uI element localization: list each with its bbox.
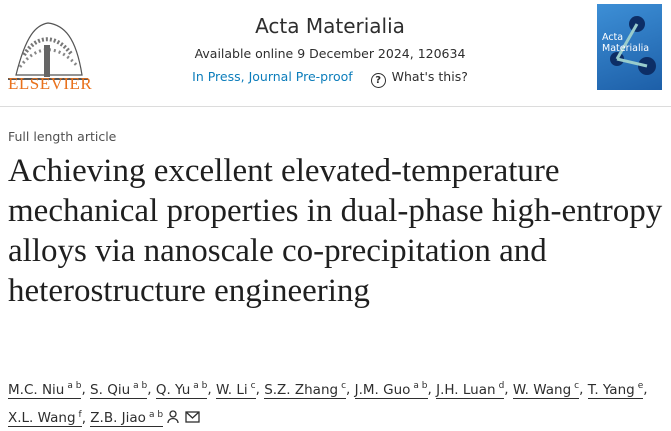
author: Q. Yu a b, [155, 381, 212, 399]
author: X.L. Wang f, [8, 409, 86, 427]
cover-art [610, 16, 656, 75]
availability: Available online 9 December 2024, 120634 [194, 46, 466, 61]
author-affiliation[interactable]: a b [133, 381, 148, 391]
author-name[interactable]: T. Yang e [587, 381, 644, 399]
author: J.M. Guo a b, [354, 381, 432, 399]
status-row: In Press, Journal Pre-proof ? What's this… [150, 69, 510, 88]
author-affiliation[interactable]: a b [148, 409, 164, 420]
author: M.C. Niu a b, [8, 381, 86, 399]
status-link[interactable]: In Press, Journal Pre-proof [192, 69, 353, 84]
author-name[interactable]: M.C. Niu a b [8, 381, 82, 399]
author: S.Z. Zhang c, [264, 381, 351, 399]
cover-title: Acta Materialia [602, 32, 650, 54]
author-name[interactable]: S.Z. Zhang c [264, 381, 347, 399]
author-name[interactable]: J.M. Guo a b [354, 381, 428, 399]
author-affiliation[interactable]: f [78, 409, 82, 420]
author: W. Li c, [215, 381, 260, 399]
author: T. Yang e, [587, 381, 648, 399]
author-affiliation[interactable]: c [341, 381, 347, 391]
author: W. Wang c, [512, 381, 584, 399]
author-name[interactable]: S. Qiu a b [90, 381, 148, 399]
author-name[interactable]: J.H. Luan d [436, 381, 505, 399]
help-text: What's this? [391, 69, 468, 84]
author: S. Qiu a b, [90, 381, 152, 399]
author-icons[interactable] [167, 410, 201, 424]
author-affiliation[interactable]: a b [413, 381, 428, 391]
author-name[interactable]: W. Wang c [512, 381, 580, 399]
author: Z.B. Jiao a b [90, 409, 164, 427]
author-name[interactable]: Z.B. Jiao a b [90, 409, 164, 427]
author-name[interactable]: Q. Yu a b [155, 381, 208, 399]
help-icon: ? [370, 73, 386, 88]
author-affiliation[interactable]: e [637, 381, 644, 391]
journal-name[interactable]: Acta Materialia [255, 14, 405, 38]
publisher: ELSEVIER [8, 74, 93, 93]
author-affiliation[interactable]: c [250, 381, 256, 391]
article-type: Full length article [8, 129, 117, 144]
author-name[interactable]: X.L. Wang f [8, 409, 82, 427]
author-name[interactable]: W. Li c [215, 381, 256, 399]
help-link[interactable]: ? What's this? [370, 69, 468, 88]
publisher-logo [6, 15, 90, 85]
author-affiliation[interactable]: d [498, 381, 505, 391]
divider [0, 106, 671, 107]
author-affiliation[interactable]: a b [193, 381, 208, 391]
author: J.H. Luan d, [436, 381, 509, 399]
author-list: M.C. Niu a b, S. Qiu a b, Q. Yu a b, W. Li c… [8, 374, 668, 431]
journal-cover[interactable]: Acta Materialia [597, 4, 662, 90]
article-title: Achieving excellent elevated-temperature… [8, 153, 663, 309]
author-affiliation[interactable]: a b [67, 381, 82, 391]
journal-header: Acta Materialia Available online 9 Decem… [150, 14, 510, 88]
author-affiliation[interactable]: c [574, 381, 580, 391]
